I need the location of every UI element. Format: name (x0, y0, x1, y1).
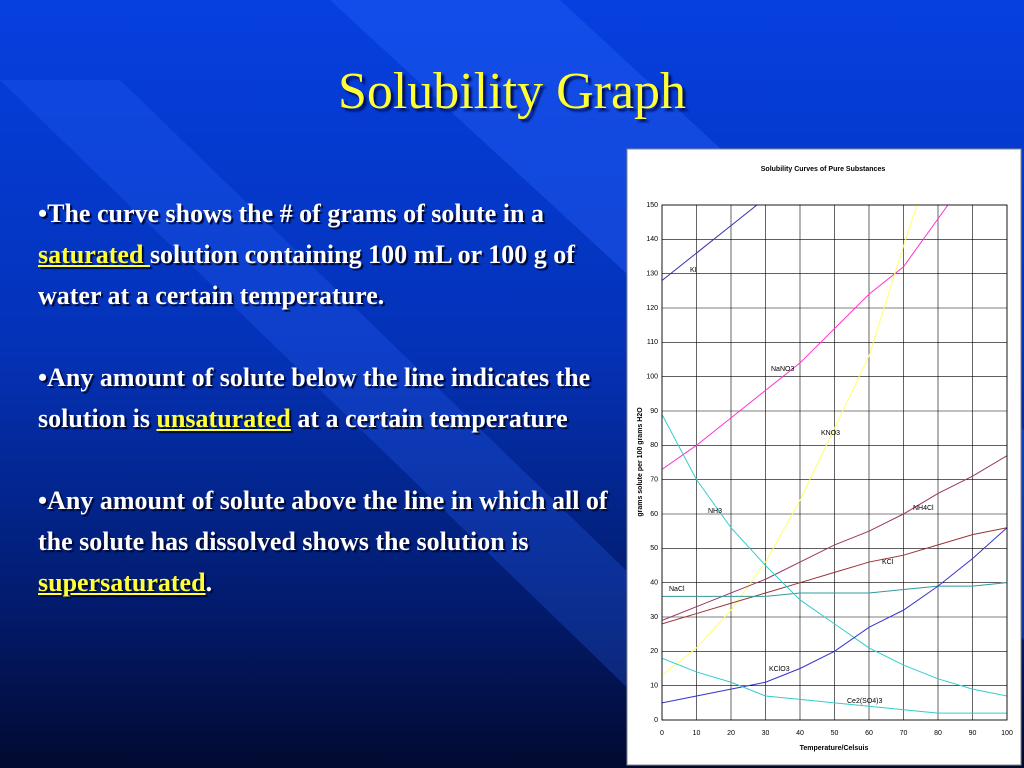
bullet-text: •The curve shows the # of grams of solut… (38, 199, 544, 228)
y-tick-label: 90 (650, 408, 658, 415)
series-line (662, 414, 1007, 697)
y-tick-label: 100 (646, 374, 658, 381)
y-tick-label: 70 (650, 477, 658, 484)
series-label: NH3 (708, 508, 722, 515)
bullet-text: at a certain temperature (290, 404, 568, 433)
plot-border (661, 204, 1008, 721)
chart-frame (626, 148, 1022, 766)
x-tick-label: 60 (865, 730, 873, 737)
series-line (662, 657, 1007, 714)
x-axis-label: Temperature/Celsuis (800, 745, 869, 752)
x-tick-label: 20 (727, 730, 735, 737)
series-label: KNO3 (821, 430, 840, 437)
y-tick-label: 0 (654, 717, 658, 724)
series-label: NH4Cl (913, 505, 934, 512)
y-tick-label: 40 (650, 580, 658, 587)
y-tick-label: 10 (650, 683, 658, 690)
y-tick-label: 30 (650, 614, 658, 621)
x-tick-label: 50 (831, 730, 839, 737)
x-tick-label: 10 (693, 730, 701, 737)
y-tick-label: 80 (650, 442, 658, 449)
series-line (662, 582, 1007, 597)
bullet-text: •Any amount of solute below the line ind… (38, 363, 591, 433)
series-label: NaCl (669, 586, 685, 593)
bullet: •Any amount of solute below the line ind… (38, 357, 623, 439)
series-label: KI (690, 267, 697, 274)
y-tick-label: 140 (646, 236, 658, 243)
bullet-text: . (205, 568, 213, 597)
series-label: KClO3 (769, 666, 790, 673)
series-label: KCl (882, 559, 894, 566)
series-line (662, 455, 1007, 621)
series-label: Ce2(SO4)3 (847, 698, 883, 705)
x-tick-label: 30 (762, 730, 770, 737)
bullet-text: •Any amount of solute above the line in … (38, 486, 608, 556)
x-tick-label: 0 (660, 730, 664, 737)
series-line (662, 527, 1007, 625)
bullet-list: •The curve shows the # of grams of solut… (38, 193, 623, 644)
y-tick-label: 130 (646, 271, 658, 278)
x-tick-label: 70 (900, 730, 908, 737)
y-axis-label: grams solute per 100 grams H2O (637, 407, 644, 517)
bullet: •Any amount of solute above the line in … (38, 480, 623, 603)
series-label: NaNO3 (771, 366, 794, 373)
series-line (662, 205, 758, 281)
y-tick-label: 110 (647, 339, 658, 346)
x-tick-label: 40 (796, 730, 804, 737)
x-tick-label: 100 (1001, 730, 1013, 737)
key-term: saturated (38, 240, 150, 269)
series-line (662, 205, 949, 470)
y-tick-label: 150 (646, 202, 658, 209)
chart-title: Solubility Curves of Pure Substances (761, 166, 886, 173)
y-tick-label: 20 (650, 648, 658, 655)
key-term: unsaturated (156, 404, 291, 433)
y-tick-label: 60 (650, 511, 658, 518)
series-line (662, 205, 918, 676)
bullet: •The curve shows the # of grams of solut… (38, 193, 623, 316)
y-tick-label: 50 (650, 545, 658, 552)
y-tick-label: 120 (646, 305, 658, 312)
series-line (662, 527, 1007, 704)
bullet-text: solution containing 100 mL or 100 g of w… (38, 240, 575, 310)
key-term: supersaturated (38, 568, 206, 597)
slide-title: Solubility Graph (337, 63, 687, 120)
x-tick-label: 80 (934, 730, 942, 737)
x-tick-label: 90 (969, 730, 977, 737)
